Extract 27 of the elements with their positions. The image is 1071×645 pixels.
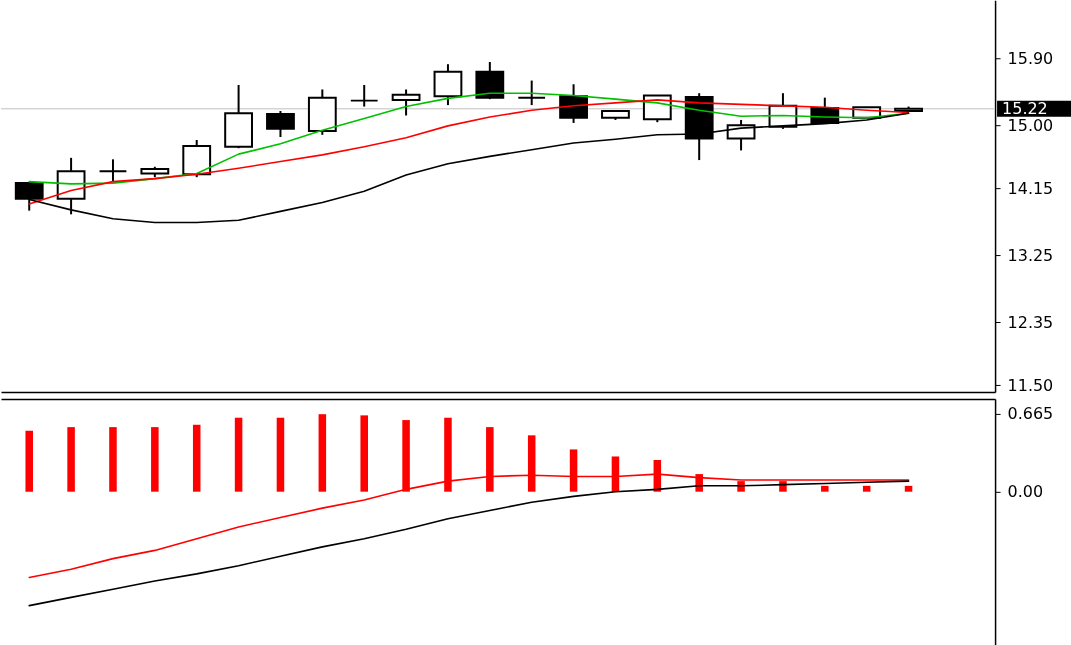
- bar: [192, 424, 201, 492]
- bar: [862, 485, 871, 492]
- bar: [67, 427, 75, 492]
- ref-line-label: 15.22: [1002, 98, 1048, 118]
- candlestick: [517, 79, 547, 107]
- y-tick-label: 13.25: [1007, 245, 1054, 265]
- candlestick: [98, 158, 128, 183]
- line-series: [28, 480, 910, 607]
- y-tick-label: 0.00: [1007, 482, 1044, 502]
- bar: [234, 417, 243, 492]
- y-tick-label: 12.35: [1007, 312, 1054, 332]
- candlestick: [391, 88, 421, 117]
- candlestick: [349, 84, 379, 108]
- y-tick-label: 0.665: [1007, 404, 1054, 424]
- line-series: [28, 99, 910, 205]
- bar: [360, 415, 368, 492]
- bar: [151, 427, 159, 492]
- bar: [904, 485, 913, 492]
- bar: [821, 485, 829, 492]
- bar: [318, 414, 327, 492]
- y-tick-label: 11.50: [1007, 375, 1054, 395]
- bar: [109, 427, 117, 492]
- y-tick-label: 14.15: [1007, 178, 1054, 198]
- y-tick-label: 15.00: [1007, 115, 1054, 135]
- y-tick-label: 15.90: [1007, 48, 1054, 68]
- bar: [276, 417, 285, 492]
- bar: [25, 430, 33, 492]
